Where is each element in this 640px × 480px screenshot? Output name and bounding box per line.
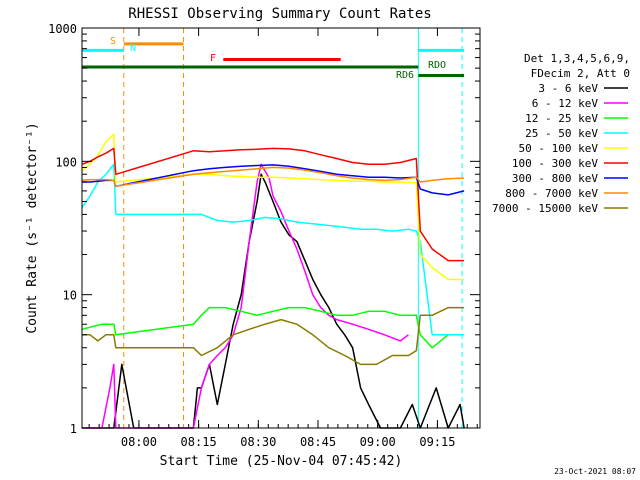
x-axis: 08:00 08:15 08:30 08:45 09:00 09:15	[88, 28, 478, 449]
y-axis-label: Count Rate (s⁻¹ detector⁻¹)	[25, 122, 40, 333]
legend-label-5: 100 - 300 keV	[512, 157, 598, 170]
legend-label-1: 6 - 12 keV	[532, 97, 599, 110]
y-tick-label-2: 100	[55, 155, 77, 169]
legend: Det 1,3,4,5,6,9, FDecim 2, Att 0 3 - 6 k…	[492, 52, 630, 215]
y-tick-label-0: 1	[70, 422, 77, 436]
legend-label-2: 12 - 25 keV	[525, 112, 598, 125]
x-tick-label-1: 08:15	[181, 435, 217, 449]
timestamp: 23-Oct-2021 08:07	[554, 467, 636, 476]
legend-label-3: 25 - 50 keV	[525, 127, 598, 140]
legend-label-7: 800 - 7000 keV	[505, 187, 598, 200]
legend-label-0: 3 - 6 keV	[538, 82, 598, 95]
y-tick-label-3: 1000	[48, 22, 77, 36]
series-line-7	[81, 166, 465, 188]
series-line-8	[82, 306, 465, 366]
x-axis-label: Start Time (25-Nov-04 07:45:42)	[160, 454, 403, 469]
legend-header-line-1: Det 1,3,4,5,6,9,	[524, 52, 630, 65]
annotation-labels: S N F RDO RD6	[110, 36, 446, 81]
legend-label-6: 300 - 800 keV	[512, 172, 598, 185]
annotation-rd6: RD6	[396, 70, 414, 81]
plot-frame	[81, 27, 481, 429]
x-tick-label-5: 09:15	[419, 435, 455, 449]
legend-label-8: 7000 - 15000 keV	[492, 202, 598, 215]
y-tick-label-1: 10	[63, 289, 77, 303]
x-tick-label-3: 08:45	[300, 435, 336, 449]
series-line-5	[81, 147, 465, 262]
series-line-2	[81, 306, 465, 349]
x-tick-label-0: 08:00	[121, 435, 157, 449]
annotation-s: S	[110, 36, 116, 47]
series-line-3	[81, 163, 465, 336]
legend-label-4: 50 - 100 keV	[519, 142, 599, 155]
x-tick-label-2: 08:30	[240, 435, 276, 449]
legend-header-line-2: FDecim 2, Att 0	[531, 67, 630, 80]
annotation-rdo: RDO	[428, 60, 446, 71]
x-tick-label-4: 09:00	[360, 435, 396, 449]
series-line-4	[81, 133, 465, 281]
annotation-n: N	[130, 43, 136, 54]
annotation-f: F	[210, 53, 216, 64]
chart-title: RHESSI Observing Summary Count Rates	[128, 6, 431, 22]
y-axis: 1 10 100 1000	[48, 22, 480, 436]
